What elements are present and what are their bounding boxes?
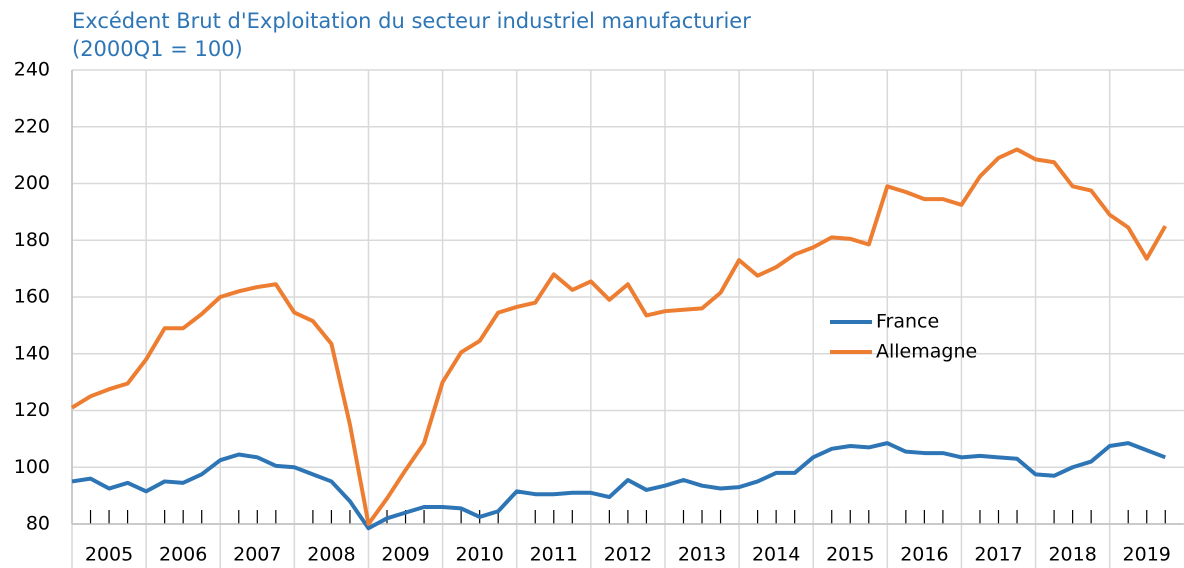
x-tick-label: 2011 <box>530 544 578 566</box>
y-tick-label: 100 <box>14 456 50 478</box>
x-tick-label: 2014 <box>752 544 800 566</box>
x-tick-label: 2019 <box>1123 544 1171 566</box>
legend-label: Allemagne <box>876 341 977 363</box>
x-tick-label: 2006 <box>159 544 207 566</box>
y-tick-label: 80 <box>26 513 50 535</box>
x-tick-label: 2007 <box>233 544 281 566</box>
x-tick-label: 2012 <box>604 544 652 566</box>
y-tick-label: 220 <box>14 115 50 137</box>
y-tick-label: 200 <box>14 172 50 194</box>
y-tick-label: 160 <box>14 286 50 308</box>
y-tick-label: 240 <box>14 59 50 81</box>
legend-label: France <box>876 311 939 333</box>
y-tick-label: 120 <box>14 399 50 421</box>
x-tick-label: 2018 <box>1048 544 1096 566</box>
x-tick-label: 2017 <box>974 544 1022 566</box>
x-tick-label: 2016 <box>900 544 948 566</box>
y-tick-label: 180 <box>14 229 50 251</box>
x-tick-label: 2005 <box>85 544 133 566</box>
x-tick-label: 2008 <box>307 544 355 566</box>
x-tick-label: 2010 <box>455 544 503 566</box>
series-line <box>71 441 1166 531</box>
chart-subtitle: (2000Q1 = 100) <box>72 37 243 61</box>
y-tick-label: 140 <box>14 342 50 364</box>
x-tick-label: 2015 <box>826 544 874 566</box>
chart-title: Excédent Brut d'Exploitation du secteur … <box>72 9 751 33</box>
series-line <box>70 147 1168 526</box>
x-tick-label: 2009 <box>381 544 429 566</box>
x-tick-label: 2013 <box>678 544 726 566</box>
